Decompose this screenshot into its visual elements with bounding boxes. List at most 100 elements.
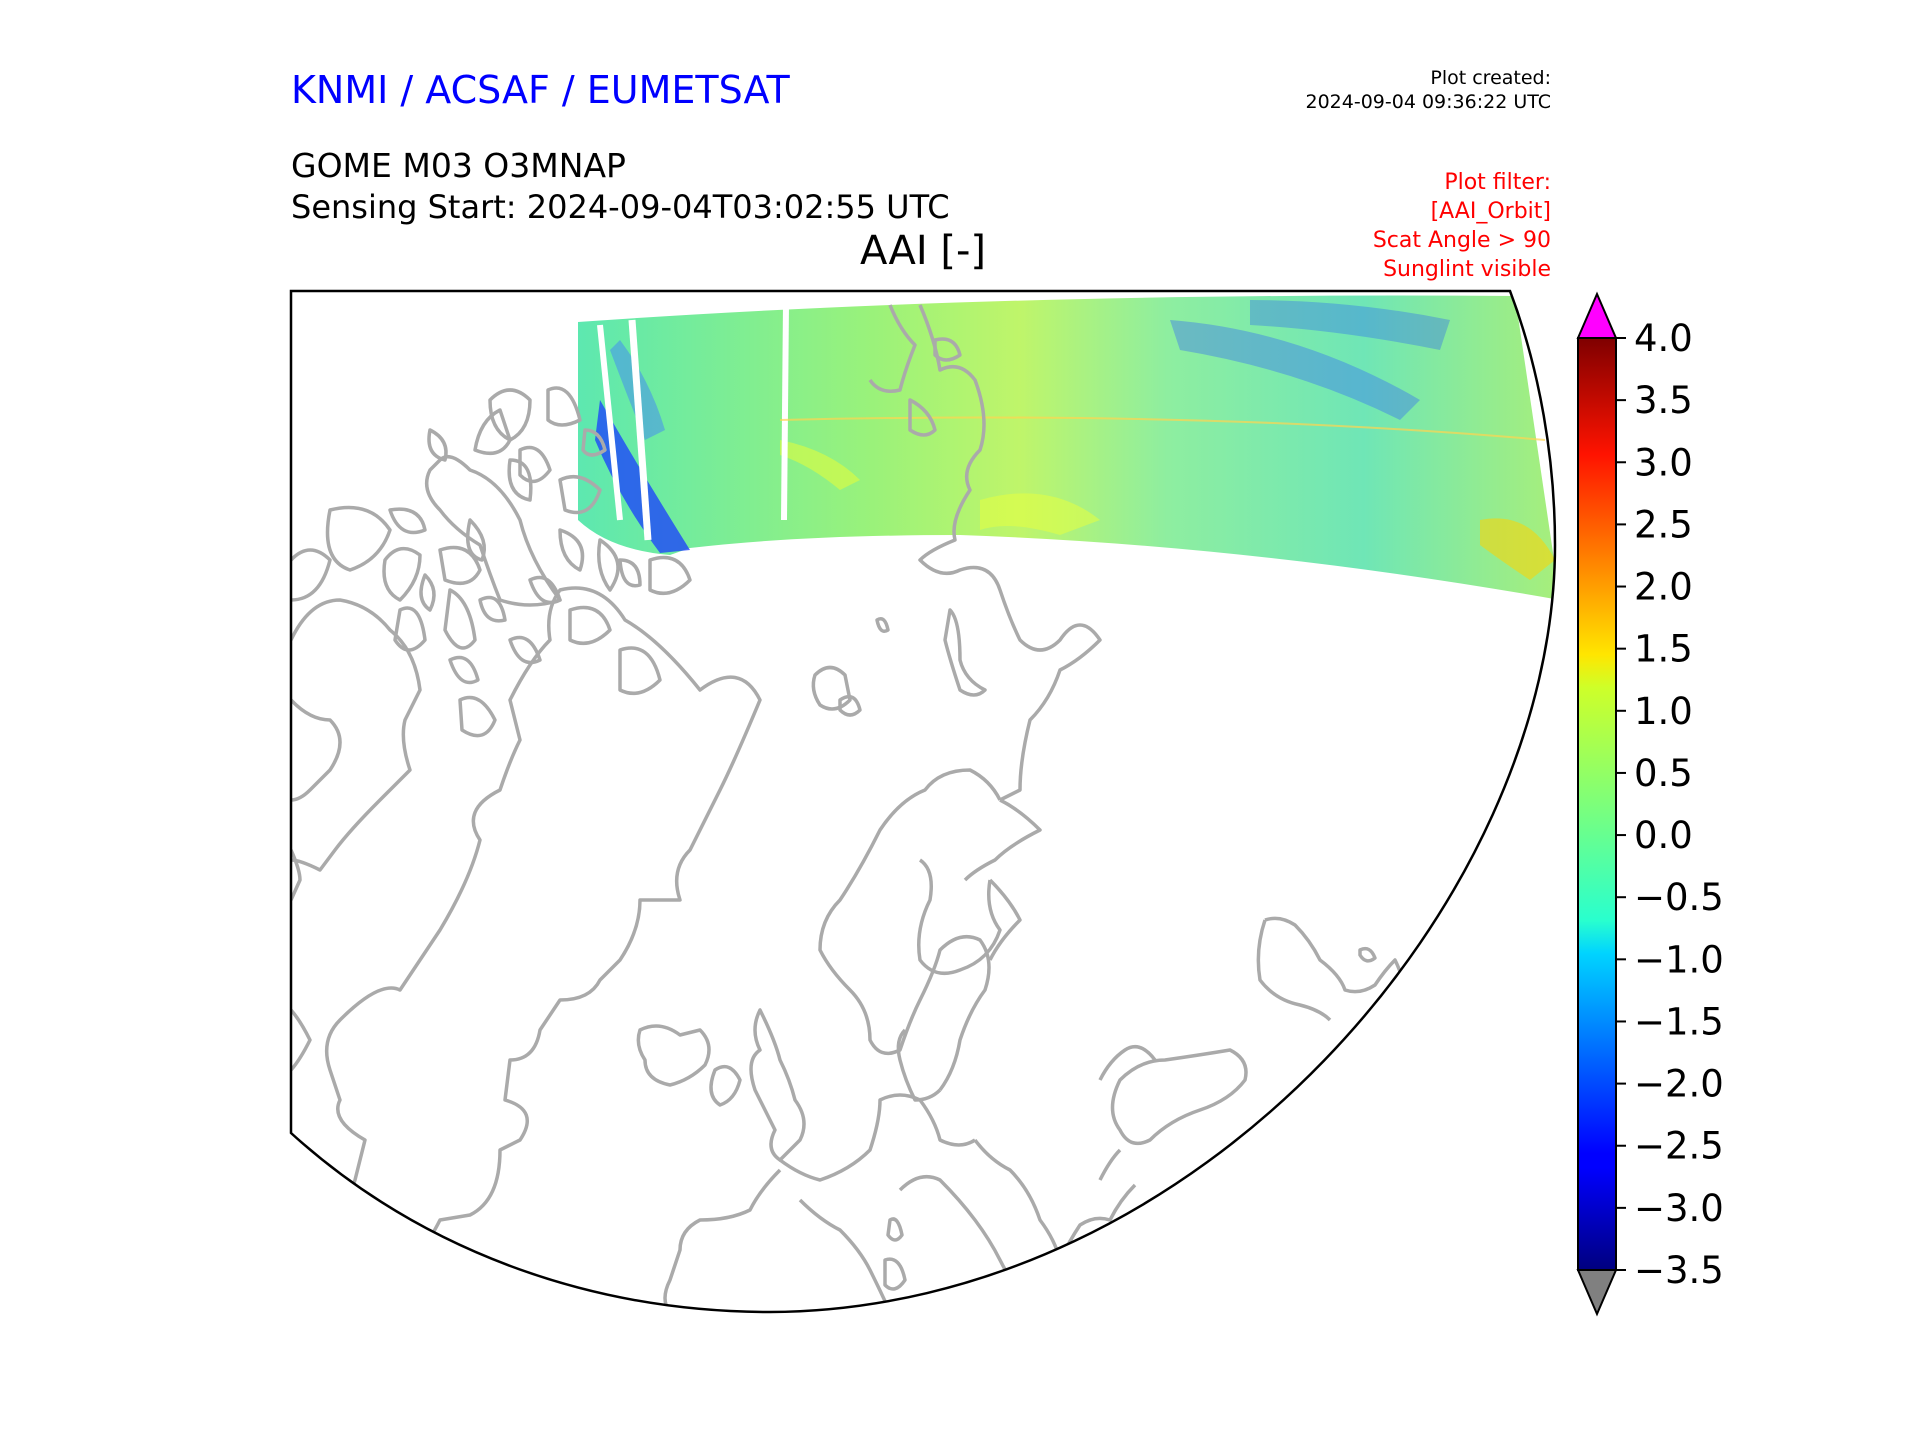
coast-iceland — [636, 1024, 711, 1087]
colorbar-tick-label: −0.5 — [1634, 876, 1724, 919]
coast-ireland — [709, 1064, 742, 1107]
coast-aral — [1358, 946, 1377, 963]
coast-ellesmere — [424, 454, 562, 607]
plot-created-time: 2024-09-04 09:36:22 UTC — [1305, 91, 1552, 113]
coast-islands-24 — [393, 606, 427, 652]
coast-islands-19 — [427, 428, 448, 462]
coast-europe-south — [798, 1198, 892, 1312]
coast-islands-5 — [518, 445, 552, 484]
colorbar-under-arrow — [1576, 1269, 1618, 1317]
coast-islands-11 — [507, 458, 533, 502]
coast-islands-10 — [473, 408, 512, 456]
coast-taymyr — [868, 304, 917, 393]
coast-italy — [898, 1174, 1022, 1292]
coast-islands-26 — [508, 635, 542, 665]
colorbar-tick-label: 3.0 — [1634, 441, 1693, 484]
plot-filter-sunglint: Sunglint visible — [1383, 257, 1551, 282]
coast-turkey — [1098, 1148, 1122, 1181]
coast-caspian-2 — [1256, 919, 1332, 1022]
plot-filter-label: Plot filter: — [1444, 170, 1551, 195]
coast-corsica — [886, 1217, 904, 1242]
coast-france-iberia — [663, 1168, 782, 1312]
coast-islands-3 — [443, 588, 477, 650]
colorbar-tick-label: −2.0 — [1634, 1063, 1724, 1106]
coast-islands-18 — [466, 518, 486, 562]
colorbar-tick-label: 1.0 — [1634, 690, 1693, 733]
coast-black-sea-2 — [1098, 1044, 1157, 1081]
coast-islands-8 — [419, 573, 436, 612]
coast-islands-4 — [488, 388, 532, 442]
coast-islands-17 — [291, 548, 332, 602]
plot-filter-info: Plot filter: [AAI_Orbit] Scat Angle > 90… — [1373, 168, 1551, 284]
coastlines — [291, 304, 1406, 1312]
coast-islands-12 — [546, 386, 582, 427]
coast-sardinia — [883, 1257, 907, 1291]
coast-novaya-zemlya — [943, 608, 987, 697]
map-boundary — [289, 289, 1557, 1314]
coast-svalbard-2 — [838, 694, 862, 717]
coast-islands-16 — [325, 505, 392, 572]
coast-islands-21 — [618, 558, 642, 588]
coast-islands-6 — [568, 605, 612, 646]
colorbar-tick-label: 4.0 — [1634, 317, 1693, 360]
colorbar: 4.0 3.5 3.0 2.5 2.0 1.5 1.0 0.5 0.0 −0.5 −1.0 −1.5 −… — [1576, 291, 1724, 1317]
coast-islands-7 — [618, 646, 662, 696]
colorbar-tick-label: −3.0 — [1634, 1187, 1724, 1230]
coast-islands-22 — [648, 555, 692, 596]
aai-swath — [578, 295, 1555, 600]
colorbar-tick-label: −2.5 — [1634, 1125, 1724, 1168]
coast-scandinavia — [818, 768, 1002, 1092]
coast-islands-9 — [458, 695, 497, 738]
colorbar-tick-label: −3.5 — [1634, 1249, 1724, 1292]
colorbar-tick-label: −1.5 — [1634, 1000, 1724, 1043]
coast-islands-23 — [388, 507, 427, 535]
coast-baffin — [291, 598, 422, 872]
coast-balkans — [973, 1138, 1062, 1261]
organization-title: KNMI / ACSAF / EUMETSAT — [291, 68, 790, 112]
coast-islands-25 — [448, 655, 480, 685]
coast-baltic — [896, 1028, 942, 1102]
colorbar-tick-label: 2.5 — [1634, 503, 1693, 546]
sensing-start: Sensing Start: 2024-09-04T03:02:55 UTC — [291, 188, 950, 226]
colorbar-tick-label: −1.0 — [1634, 938, 1724, 981]
coast-balkans-2 — [1058, 1183, 1137, 1261]
coast-islands-15 — [558, 474, 602, 515]
coast-hudson — [291, 849, 302, 901]
coast-russia-north — [918, 304, 1102, 802]
colorbar-tick-label: 0.0 — [1634, 814, 1693, 857]
colorbar-tick-label: 3.5 — [1634, 379, 1693, 422]
colorbar-gradient — [1577, 337, 1617, 1271]
coast-white-sea — [988, 878, 1022, 961]
coast-greenland — [324, 586, 762, 1262]
variable-label: AAI [-] — [860, 228, 986, 274]
colorbar-tick-label: 2.0 — [1634, 566, 1693, 609]
coast-britain — [749, 1008, 806, 1162]
coast-black-sea — [1110, 1048, 1248, 1146]
coast-islands-14 — [597, 538, 620, 592]
coast-islands-20 — [581, 428, 607, 457]
plot-filter-orbit: [AAI_Orbit] — [1430, 199, 1551, 224]
coast-franzjosef — [875, 617, 890, 633]
coast-svalbard — [811, 665, 852, 711]
plot-created-info: Plot created: 2024-09-04 09:36:22 UTC — [1306, 66, 1552, 114]
coast-kola — [963, 798, 1042, 882]
colorbar-over-arrow — [1576, 291, 1618, 339]
plot-filter-scat-angle: Scat Angle > 90 — [1372, 228, 1551, 253]
coast-nw — [291, 698, 342, 802]
colorbar-tick-label: 0.5 — [1634, 752, 1693, 795]
coast-europe-west — [778, 1093, 976, 1182]
colorbar-ticks: 4.0 3.5 3.0 2.5 2.0 1.5 1.0 0.5 0.0 −0.5 −1.0 −1.5 −… — [1616, 317, 1724, 1292]
coast-finland — [917, 858, 1002, 976]
coast-siberia-islands — [933, 337, 962, 362]
coast-caspian — [1264, 916, 1406, 1011]
colorbar-tick-label: 1.5 — [1634, 628, 1693, 671]
coast-islands-28 — [478, 595, 507, 623]
coast-islands-1 — [438, 545, 482, 586]
coast-labrador — [291, 1008, 312, 1072]
product-title: GOME M03 O3MNAP — [291, 146, 626, 185]
coast-islands-13 — [558, 528, 585, 572]
coast-severnaya — [908, 398, 937, 437]
plot-created-label: Plot created: — [1430, 67, 1551, 89]
coast-islands-2 — [382, 546, 422, 602]
